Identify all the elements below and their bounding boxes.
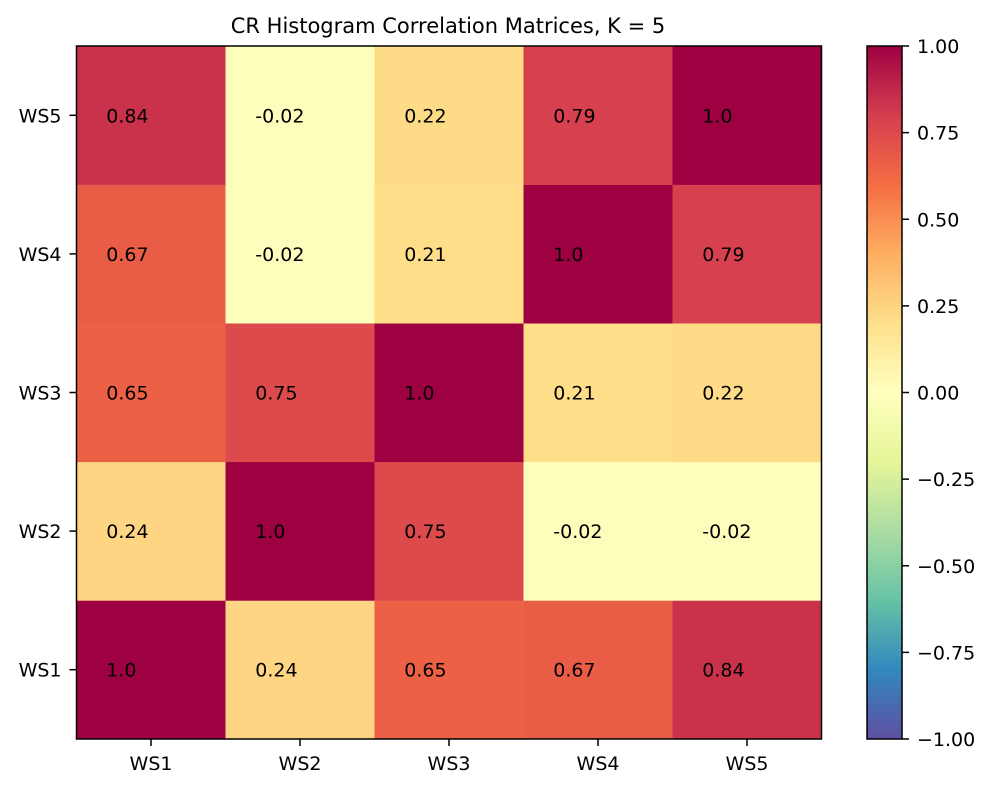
heatmap-cell-ws3-ws1 (374, 600, 524, 740)
heatmap-cells-group (76, 46, 822, 740)
x-tick-label-ws5: WS5 (726, 753, 769, 775)
heatmap-cell-label-ws2-ws3: 0.75 (255, 383, 297, 405)
heatmap-cell-label-ws5-ws4: 0.79 (702, 244, 744, 266)
colorbar-axis: 1.00 0.75 0.50 0.25 0.00 −0.25 −0.50 −0.75 −1.00 (902, 36, 975, 751)
heatmap-cell-label-ws2-ws2: 1.0 (255, 521, 285, 543)
heatmap-cell-label-ws3-ws1: 0.65 (404, 660, 446, 682)
chart-title: CR Histogram Correlation Matrices, K = 5 (231, 14, 666, 38)
heatmap-cell-ws2-ws1 (225, 600, 375, 740)
colorbar-tick-label-0: 0.00 (917, 383, 959, 405)
heatmap-cell-ws3-ws2 (374, 461, 524, 601)
heatmap-cell-label-ws3-ws2: 0.75 (404, 521, 446, 543)
y-tick-label-ws3: WS3 (19, 383, 62, 405)
heatmap-cell-label-ws3-ws4: 0.21 (404, 244, 446, 266)
heatmap-cell-label-ws3-ws5: 0.22 (404, 105, 446, 127)
colorbar-tick-label-neg-0-75: −0.75 (917, 642, 975, 664)
heatmap-cell-ws3-ws4 (374, 184, 524, 324)
heatmap-cell-label-ws5-ws1: 0.84 (702, 660, 744, 682)
heatmap-cell-label-ws5-ws2: -0.02 (702, 521, 751, 543)
heatmap-cell-label-ws2-ws4: -0.02 (255, 244, 304, 266)
colorbar-tick-label-0-25: 0.25 (917, 296, 959, 318)
heatmap-cell-ws2-ws4 (225, 184, 375, 324)
heatmap-cell-ws5-ws5 (672, 46, 822, 185)
heatmap-cell-ws4-ws1 (523, 600, 673, 740)
heatmap-cell-label-ws4-ws5: 0.79 (553, 105, 595, 127)
heatmap-cell-ws5-ws2 (672, 461, 822, 601)
heatmap-cell-ws4-ws3 (523, 323, 673, 463)
colorbar-tick-label-neg-1: −1.00 (917, 729, 975, 751)
x-tick-label-ws4: WS4 (577, 753, 620, 775)
heatmap-cell-ws4-ws2 (523, 461, 673, 601)
heatmap-cell-label-ws1-ws2: 0.24 (106, 521, 148, 543)
colorbar-tick-label-0-5: 0.50 (917, 209, 959, 231)
heatmap-cell-ws2-ws5 (225, 46, 375, 185)
heatmap-cell-label-ws3-ws3: 1.0 (404, 383, 434, 405)
x-tick-label-ws1: WS1 (130, 753, 173, 775)
heatmap-cell-ws4-ws4 (523, 184, 673, 324)
heatmap-cell-label-ws1-ws4: 0.67 (106, 244, 148, 266)
heatmap-cell-ws2-ws3 (225, 323, 375, 463)
heatmap-cell-label-ws5-ws3: 0.22 (702, 383, 744, 405)
y-tick-label-ws5: WS5 (19, 105, 62, 127)
heatmap-cell-ws1-ws1 (76, 600, 226, 740)
y-tick-label-ws1: WS1 (19, 660, 62, 682)
x-tick-label-ws2: WS2 (279, 753, 322, 775)
heatmap-cell-labels-group: 1.0 0.24 0.65 0.67 0.84 0.24 1.0 0.75 -0.02 -0.02… (106, 105, 751, 681)
colorbar-tick-label-1: 1.00 (917, 36, 959, 58)
colorbar-tick-label-neg-0-5: −0.50 (917, 556, 975, 578)
y-axis: WS1 WS2 WS3 WS4 WS5 (19, 105, 77, 682)
y-tick-label-ws2: WS2 (19, 521, 62, 543)
heatmap-cell-ws2-ws2 (225, 461, 375, 601)
heatmap-cell-ws5-ws4 (672, 184, 822, 324)
heatmap-cell-ws5-ws1 (672, 600, 822, 740)
heatmap-cell-ws4-ws5 (523, 46, 673, 185)
heatmap-cell-ws5-ws3 (672, 323, 822, 463)
heatmap-cell-label-ws1-ws5: 0.84 (106, 105, 148, 127)
heatmap-cell-ws1-ws5 (76, 46, 226, 185)
heatmap-cell-label-ws5-ws5: 1.0 (702, 105, 732, 127)
heatmap-cell-ws1-ws2 (76, 461, 226, 601)
heatmap-cell-ws3-ws5 (374, 46, 524, 185)
heatmap-cell-ws1-ws4 (76, 184, 226, 324)
heatmap-cell-label-ws4-ws2: -0.02 (553, 521, 602, 543)
heatmap-cell-label-ws1-ws3: 0.65 (106, 383, 148, 405)
colorbar-gradient-bar (867, 46, 902, 739)
x-axis: WS1 WS2 WS3 WS4 WS5 (130, 739, 769, 775)
colorbar-tick-label-neg-0-25: −0.25 (917, 469, 975, 491)
heatmap-cell-label-ws4-ws4: 1.0 (553, 244, 583, 266)
colorbar-tick-label-0-75: 0.75 (917, 123, 959, 145)
x-tick-label-ws3: WS3 (428, 753, 471, 775)
heatmap-cell-label-ws2-ws1: 0.24 (255, 660, 297, 682)
y-tick-label-ws4: WS4 (19, 244, 62, 266)
heatmap-cell-label-ws4-ws3: 0.21 (553, 383, 595, 405)
heatmap-cell-label-ws2-ws5: -0.02 (255, 105, 304, 127)
heatmap-cell-label-ws1-ws1: 1.0 (106, 660, 136, 682)
heatmap-cell-label-ws4-ws1: 0.67 (553, 660, 595, 682)
heatmap-cell-ws1-ws3 (76, 323, 226, 463)
heatmap-cell-ws3-ws3 (374, 323, 524, 463)
